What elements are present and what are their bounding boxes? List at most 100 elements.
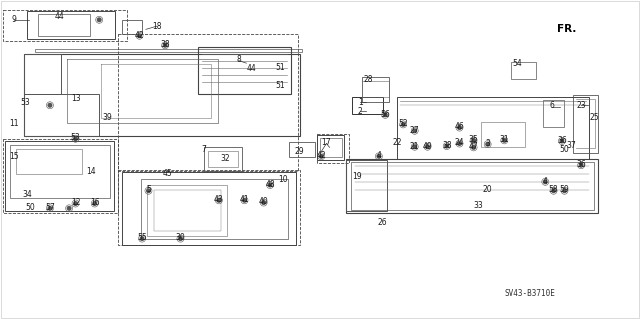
Circle shape bbox=[92, 201, 97, 206]
Text: 13: 13 bbox=[70, 94, 81, 103]
Bar bbox=[3, 10, 127, 41]
Circle shape bbox=[485, 142, 490, 147]
Text: 22: 22 bbox=[392, 138, 401, 147]
Circle shape bbox=[137, 33, 142, 38]
Text: 39: 39 bbox=[102, 113, 113, 122]
Circle shape bbox=[471, 138, 476, 143]
Text: 38: 38 bbox=[442, 141, 452, 150]
Circle shape bbox=[261, 200, 266, 205]
Circle shape bbox=[401, 122, 406, 127]
Text: 58: 58 bbox=[548, 185, 559, 194]
Circle shape bbox=[73, 136, 78, 141]
Text: 23: 23 bbox=[576, 101, 586, 110]
Text: 25: 25 bbox=[589, 113, 599, 122]
Bar bbox=[118, 170, 300, 245]
Text: 30: 30 bbox=[175, 233, 186, 242]
Text: 18: 18 bbox=[152, 22, 161, 31]
Text: 16: 16 bbox=[90, 198, 100, 207]
Text: 53: 53 bbox=[20, 98, 31, 107]
Bar bbox=[3, 139, 118, 213]
Text: 47: 47 bbox=[468, 142, 479, 151]
Text: 20: 20 bbox=[483, 185, 493, 194]
Text: 26: 26 bbox=[378, 218, 388, 227]
Text: 33: 33 bbox=[474, 201, 484, 210]
Circle shape bbox=[425, 144, 430, 149]
Text: 42: 42 bbox=[316, 151, 326, 160]
Text: 31: 31 bbox=[499, 135, 509, 144]
Text: 37: 37 bbox=[566, 141, 576, 150]
Text: 8: 8 bbox=[236, 55, 241, 63]
Text: 32: 32 bbox=[220, 154, 230, 163]
Text: 55: 55 bbox=[137, 233, 147, 242]
Text: 38: 38 bbox=[160, 40, 170, 49]
Text: 4: 4 bbox=[543, 177, 548, 186]
Circle shape bbox=[73, 201, 78, 206]
Text: 36: 36 bbox=[576, 160, 586, 169]
Circle shape bbox=[412, 128, 417, 133]
Circle shape bbox=[383, 112, 388, 117]
Circle shape bbox=[444, 144, 449, 149]
Text: 15: 15 bbox=[9, 152, 19, 161]
Text: 54: 54 bbox=[512, 59, 522, 68]
Text: 56: 56 bbox=[380, 110, 390, 119]
Text: 2: 2 bbox=[358, 107, 363, 115]
Circle shape bbox=[268, 182, 273, 188]
Text: 50: 50 bbox=[25, 203, 35, 212]
Text: 24: 24 bbox=[454, 138, 465, 147]
Text: 14: 14 bbox=[86, 167, 96, 176]
Text: 42: 42 bbox=[134, 31, 145, 40]
Text: 7: 7 bbox=[201, 145, 206, 154]
Text: 21: 21 bbox=[410, 142, 419, 151]
Circle shape bbox=[178, 236, 183, 241]
Circle shape bbox=[502, 138, 507, 143]
Text: 12: 12 bbox=[71, 198, 80, 207]
Text: FR.: FR. bbox=[557, 24, 576, 34]
Text: 53: 53 bbox=[70, 133, 81, 142]
Text: 43: 43 bbox=[214, 195, 224, 204]
Circle shape bbox=[412, 144, 417, 149]
Text: 48: 48 bbox=[265, 180, 275, 189]
Text: 36: 36 bbox=[557, 136, 567, 145]
Text: 9: 9 bbox=[12, 15, 17, 24]
Circle shape bbox=[67, 206, 72, 211]
Circle shape bbox=[242, 198, 247, 203]
Text: 51: 51 bbox=[275, 81, 285, 90]
Circle shape bbox=[579, 163, 584, 168]
Text: 19: 19 bbox=[352, 172, 362, 181]
Text: 45: 45 bbox=[163, 169, 173, 178]
Bar bbox=[352, 97, 383, 114]
Text: SV43-B3710E: SV43-B3710E bbox=[504, 289, 555, 298]
Circle shape bbox=[97, 17, 102, 22]
Circle shape bbox=[146, 188, 151, 193]
Bar bbox=[118, 34, 298, 171]
Circle shape bbox=[216, 198, 221, 203]
Text: 4: 4 bbox=[376, 151, 381, 160]
Text: 50: 50 bbox=[559, 145, 570, 154]
Text: 27: 27 bbox=[410, 126, 420, 135]
Text: 3: 3 bbox=[485, 139, 490, 148]
Circle shape bbox=[376, 154, 381, 159]
Text: 5: 5 bbox=[146, 185, 151, 194]
Circle shape bbox=[471, 145, 476, 150]
Text: 57: 57 bbox=[45, 203, 55, 212]
Circle shape bbox=[457, 125, 462, 130]
Text: 10: 10 bbox=[278, 175, 288, 184]
Text: 29: 29 bbox=[294, 147, 305, 156]
Text: 11: 11 bbox=[10, 119, 19, 128]
Bar bbox=[317, 134, 349, 163]
Text: 46: 46 bbox=[454, 122, 465, 131]
Text: 34: 34 bbox=[22, 190, 32, 199]
Text: 49: 49 bbox=[422, 142, 433, 151]
Circle shape bbox=[319, 154, 324, 159]
Text: 1: 1 bbox=[358, 98, 363, 107]
Text: 35: 35 bbox=[468, 135, 479, 144]
Circle shape bbox=[562, 188, 567, 193]
Text: 44: 44 bbox=[246, 64, 257, 73]
Circle shape bbox=[457, 141, 462, 146]
Text: 44: 44 bbox=[54, 12, 65, 21]
Circle shape bbox=[551, 188, 556, 193]
Circle shape bbox=[140, 236, 145, 241]
Circle shape bbox=[47, 103, 52, 108]
Text: 59: 59 bbox=[559, 185, 570, 194]
Text: 41: 41 bbox=[239, 195, 250, 204]
